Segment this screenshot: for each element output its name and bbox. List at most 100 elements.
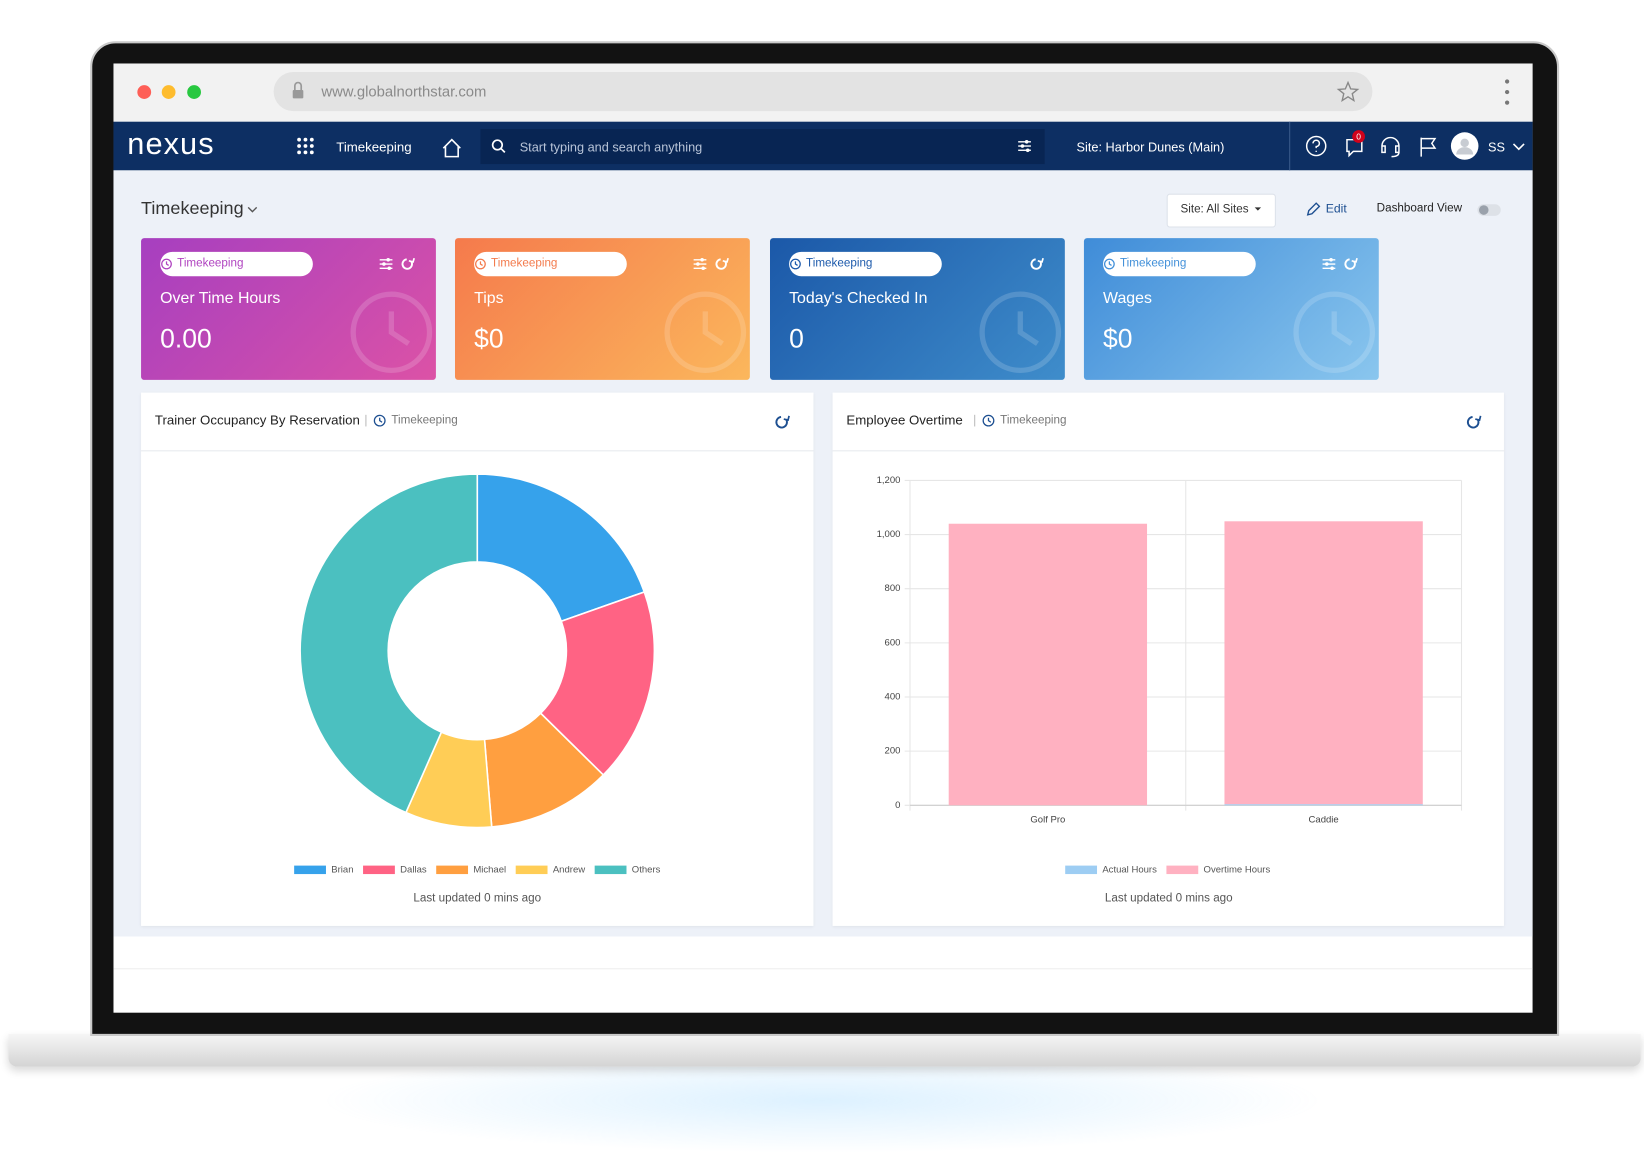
clock-icon [161, 258, 172, 270]
clock-icon [350, 291, 433, 374]
flag-icon[interactable] [1420, 137, 1437, 157]
y-tick-label: 800 [885, 583, 901, 594]
card-icons [1103, 257, 1376, 374]
clock-icon [373, 414, 386, 427]
avatar-body [1456, 147, 1474, 155]
apps-dot[interactable] [297, 144, 301, 148]
support-icon[interactable] [1381, 136, 1400, 158]
clock-hands [1017, 311, 1039, 346]
url-box[interactable] [273, 71, 1373, 112]
page-title[interactable]: Timekeeping [141, 197, 244, 218]
card-icons [790, 257, 1062, 374]
y-tick-label: 1,000 [877, 529, 901, 540]
panel-footer: Last updated 0 mins ago [413, 892, 542, 905]
card-icons [161, 257, 433, 374]
panel-tag: Timekeeping [1000, 413, 1067, 427]
search-box[interactable] [480, 129, 1045, 165]
site-label[interactable]: Site: Harbor Dunes (Main) [1076, 139, 1225, 155]
legend-label: Others [632, 864, 661, 875]
logo: nexus [127, 127, 215, 162]
y-tick-label: 0 [895, 800, 900, 811]
help-icon[interactable] [1305, 135, 1327, 157]
legend-swatch [594, 865, 627, 875]
clock-hands [388, 311, 411, 346]
clock-icon [790, 258, 801, 270]
legend: Brian Dallas Michael Andrew Others [294, 864, 661, 875]
clock-hands [702, 311, 724, 346]
clock-hands [479, 261, 483, 266]
filter-knob [387, 266, 392, 271]
bar [1224, 521, 1423, 805]
window-dot[interactable] [137, 85, 152, 99]
refresh-icon[interactable] [1344, 258, 1356, 270]
clock-hands [379, 417, 383, 423]
filter-knob [696, 262, 700, 266]
refresh-icon[interactable] [775, 416, 788, 429]
y-tick-label: 400 [885, 692, 901, 703]
card-tag: Timekeeping [1119, 257, 1187, 270]
apps-dot[interactable] [297, 137, 301, 142]
y-tick-label: 1,200 [877, 475, 901, 486]
nav-module[interactable]: Timekeeping [336, 139, 412, 155]
apps-dot[interactable] [297, 150, 301, 155]
clock-icon [1103, 258, 1115, 270]
stat-card[interactable]: Timekeeping Over Time Hours 0.00 [141, 238, 436, 380]
user-initials: SS [1488, 139, 1506, 155]
star-icon[interactable] [1336, 80, 1360, 103]
card-value: 0.00 [160, 324, 212, 354]
refresh-arrow [722, 257, 729, 263]
apps-dot[interactable] [309, 144, 314, 148]
apps-dot[interactable] [309, 137, 314, 142]
legend-swatch [363, 865, 395, 875]
legend-label: Dallas [400, 864, 427, 875]
tag-pill [160, 251, 313, 277]
legend-label: Brian [331, 864, 353, 875]
filter-knob [386, 257, 390, 262]
edit[interactable]: Edit [1325, 203, 1347, 216]
card-value: 0 [789, 324, 804, 354]
apps-dot[interactable] [303, 137, 308, 142]
window-dot[interactable] [161, 85, 176, 99]
refresh-arrow [783, 415, 790, 422]
refresh-icon[interactable] [1466, 416, 1480, 429]
donut-slice [539, 590, 656, 777]
laptop-base [8, 1033, 1641, 1067]
refresh-icon[interactable] [715, 258, 727, 270]
site-filter-button[interactable] [1166, 193, 1276, 228]
donut-slice [299, 473, 479, 814]
tag-pill [474, 251, 627, 277]
refresh-icon[interactable] [401, 258, 413, 270]
card-value: $0 [474, 324, 504, 354]
tag-pill [789, 251, 942, 277]
lock-shackle [293, 81, 303, 90]
panel-footer: Last updated 0 mins ago [1104, 892, 1233, 905]
clock-icon [475, 258, 486, 270]
home-icon[interactable] [442, 138, 461, 158]
legend-label: Andrew [553, 864, 585, 875]
y-tick-label: 600 [885, 637, 901, 648]
refresh-arrow [408, 257, 415, 263]
apps-dot[interactable] [309, 150, 314, 155]
panel-title: Trainer Occupancy By Reservation [154, 412, 360, 428]
dashboard-view: Dashboard View [1376, 202, 1463, 215]
stat-card[interactable]: Timekeeping Wages $0 [1083, 238, 1379, 380]
card-tag: Timekeeping [177, 257, 244, 270]
menu-dot [1504, 89, 1510, 95]
apps-dot[interactable] [303, 144, 308, 148]
refresh-arrow [1475, 415, 1482, 422]
window-dot[interactable] [187, 85, 201, 99]
y-tick-label: 200 [885, 746, 901, 757]
stat-card[interactable]: Timekeeping Tips $0 [454, 238, 750, 380]
refresh-arrow [1351, 257, 1358, 263]
x-tick-label: Caddie [1309, 815, 1339, 826]
stat-card[interactable]: Timekeeping Today's Checked In 0 [769, 238, 1065, 380]
chevron [1512, 143, 1525, 151]
card-tag: Timekeeping [491, 257, 558, 270]
apps-dot[interactable] [303, 150, 308, 155]
refresh-icon[interactable] [1030, 258, 1042, 270]
filter-knob [1025, 148, 1030, 153]
legend-label: Actual Hours [1102, 864, 1157, 875]
card-tag: Timekeeping [806, 257, 873, 270]
